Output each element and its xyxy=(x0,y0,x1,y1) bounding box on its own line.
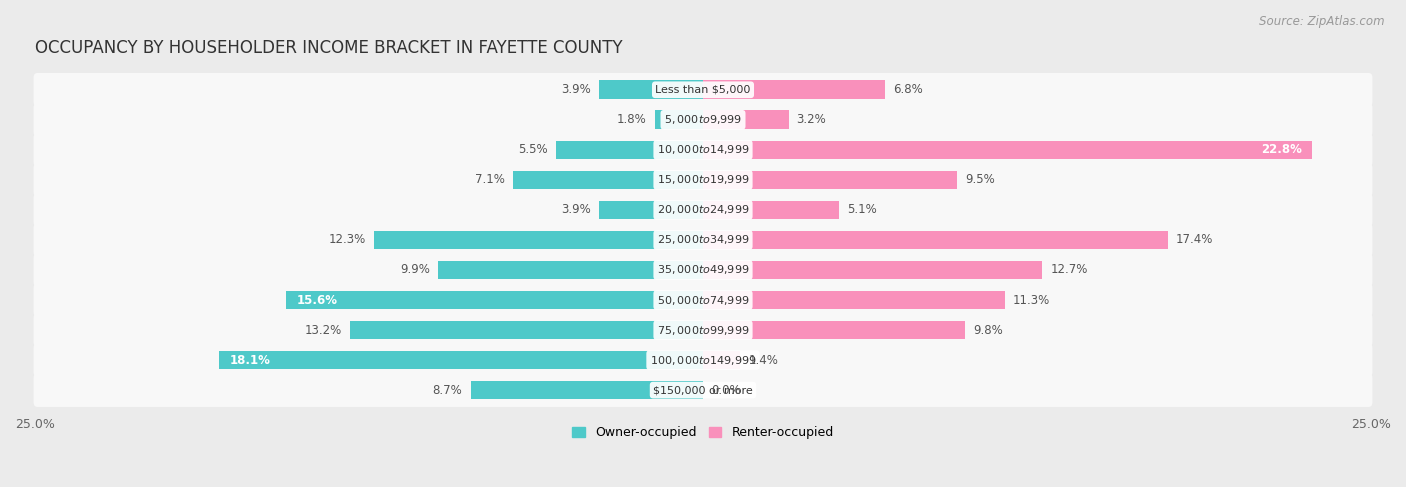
Text: $50,000 to $74,999: $50,000 to $74,999 xyxy=(657,294,749,306)
Bar xyxy=(439,261,703,279)
Bar xyxy=(513,170,703,189)
Bar xyxy=(703,201,839,219)
Text: 9.8%: 9.8% xyxy=(973,323,1002,337)
Text: 13.2%: 13.2% xyxy=(305,323,342,337)
Bar xyxy=(703,321,965,339)
Text: 0.0%: 0.0% xyxy=(711,384,741,396)
Text: 1.4%: 1.4% xyxy=(748,354,779,367)
Bar xyxy=(471,381,703,399)
Text: 9.5%: 9.5% xyxy=(965,173,994,187)
Bar xyxy=(655,111,703,129)
FancyBboxPatch shape xyxy=(34,193,1372,227)
Bar xyxy=(287,291,703,309)
Bar xyxy=(703,170,957,189)
Text: $10,000 to $14,999: $10,000 to $14,999 xyxy=(657,143,749,156)
FancyBboxPatch shape xyxy=(34,103,1372,137)
Text: 12.7%: 12.7% xyxy=(1050,263,1088,277)
Legend: Owner-occupied, Renter-occupied: Owner-occupied, Renter-occupied xyxy=(568,421,838,445)
Bar xyxy=(703,111,789,129)
Text: 17.4%: 17.4% xyxy=(1175,233,1213,246)
Text: 3.9%: 3.9% xyxy=(561,204,591,216)
FancyBboxPatch shape xyxy=(34,223,1372,257)
Bar xyxy=(599,201,703,219)
Text: $150,000 or more: $150,000 or more xyxy=(654,385,752,395)
Text: Source: ZipAtlas.com: Source: ZipAtlas.com xyxy=(1260,15,1385,28)
Text: $15,000 to $19,999: $15,000 to $19,999 xyxy=(657,173,749,187)
Text: $25,000 to $34,999: $25,000 to $34,999 xyxy=(657,233,749,246)
Bar xyxy=(350,321,703,339)
FancyBboxPatch shape xyxy=(34,163,1372,197)
Text: 3.2%: 3.2% xyxy=(797,113,827,126)
Text: 18.1%: 18.1% xyxy=(231,354,271,367)
Text: $75,000 to $99,999: $75,000 to $99,999 xyxy=(657,323,749,337)
Text: 7.1%: 7.1% xyxy=(475,173,505,187)
Text: 3.9%: 3.9% xyxy=(561,83,591,96)
Bar xyxy=(555,141,703,159)
Text: 1.8%: 1.8% xyxy=(617,113,647,126)
Bar xyxy=(703,141,1312,159)
Bar xyxy=(703,231,1168,249)
Text: 5.5%: 5.5% xyxy=(519,143,548,156)
Text: 6.8%: 6.8% xyxy=(893,83,922,96)
Bar xyxy=(219,351,703,370)
FancyBboxPatch shape xyxy=(34,374,1372,407)
Text: 5.1%: 5.1% xyxy=(848,204,877,216)
Bar xyxy=(703,291,1005,309)
Text: OCCUPANCY BY HOUSEHOLDER INCOME BRACKET IN FAYETTE COUNTY: OCCUPANCY BY HOUSEHOLDER INCOME BRACKET … xyxy=(35,39,623,57)
Text: 11.3%: 11.3% xyxy=(1012,294,1050,306)
Text: Less than $5,000: Less than $5,000 xyxy=(655,85,751,95)
Bar xyxy=(703,261,1042,279)
Text: $100,000 to $149,999: $100,000 to $149,999 xyxy=(650,354,756,367)
FancyBboxPatch shape xyxy=(34,283,1372,317)
Bar xyxy=(703,80,884,99)
Bar xyxy=(703,351,741,370)
Text: $20,000 to $24,999: $20,000 to $24,999 xyxy=(657,204,749,216)
Bar xyxy=(599,80,703,99)
Text: 22.8%: 22.8% xyxy=(1261,143,1302,156)
FancyBboxPatch shape xyxy=(34,343,1372,377)
Text: $5,000 to $9,999: $5,000 to $9,999 xyxy=(664,113,742,126)
FancyBboxPatch shape xyxy=(34,253,1372,287)
FancyBboxPatch shape xyxy=(34,73,1372,107)
Text: 9.9%: 9.9% xyxy=(401,263,430,277)
Bar xyxy=(374,231,703,249)
FancyBboxPatch shape xyxy=(34,133,1372,167)
Text: 15.6%: 15.6% xyxy=(297,294,337,306)
Text: 12.3%: 12.3% xyxy=(329,233,367,246)
Text: 8.7%: 8.7% xyxy=(433,384,463,396)
FancyBboxPatch shape xyxy=(34,313,1372,347)
Text: $35,000 to $49,999: $35,000 to $49,999 xyxy=(657,263,749,277)
